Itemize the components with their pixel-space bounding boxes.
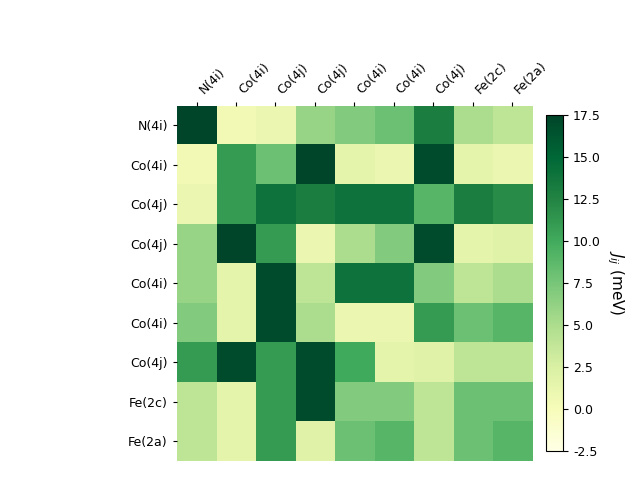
Y-axis label: $J_{ij}$ (meV): $J_{ij}$ (meV)	[605, 251, 626, 316]
